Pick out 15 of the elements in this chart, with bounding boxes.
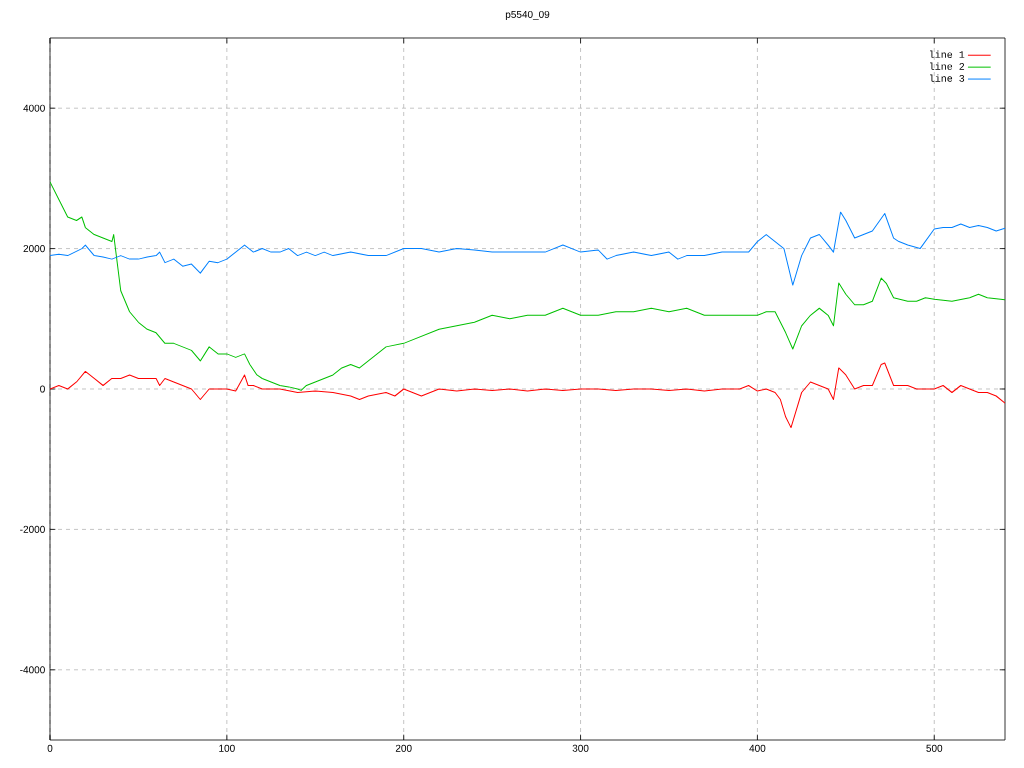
y-tick-label: 0 bbox=[40, 385, 45, 393]
y-tick-label: -2000 bbox=[20, 525, 45, 533]
y-tick-label: -4000 bbox=[20, 666, 45, 674]
legend-label: line 3 bbox=[930, 74, 965, 82]
y-tick-label: 2000 bbox=[23, 245, 45, 253]
legend-label: line 2 bbox=[930, 62, 965, 70]
legend-label: line 1 bbox=[930, 50, 965, 58]
x-tick-label: 300 bbox=[572, 744, 589, 752]
y-tick-label: 4000 bbox=[23, 104, 45, 112]
x-tick-label: 0 bbox=[47, 744, 53, 752]
x-tick-label: 100 bbox=[219, 744, 235, 752]
chart-title: p5540_09 bbox=[505, 10, 550, 20]
x-tick-label: 500 bbox=[926, 744, 943, 752]
x-tick-label: 400 bbox=[749, 744, 766, 752]
x-tick-label: 200 bbox=[395, 744, 412, 752]
